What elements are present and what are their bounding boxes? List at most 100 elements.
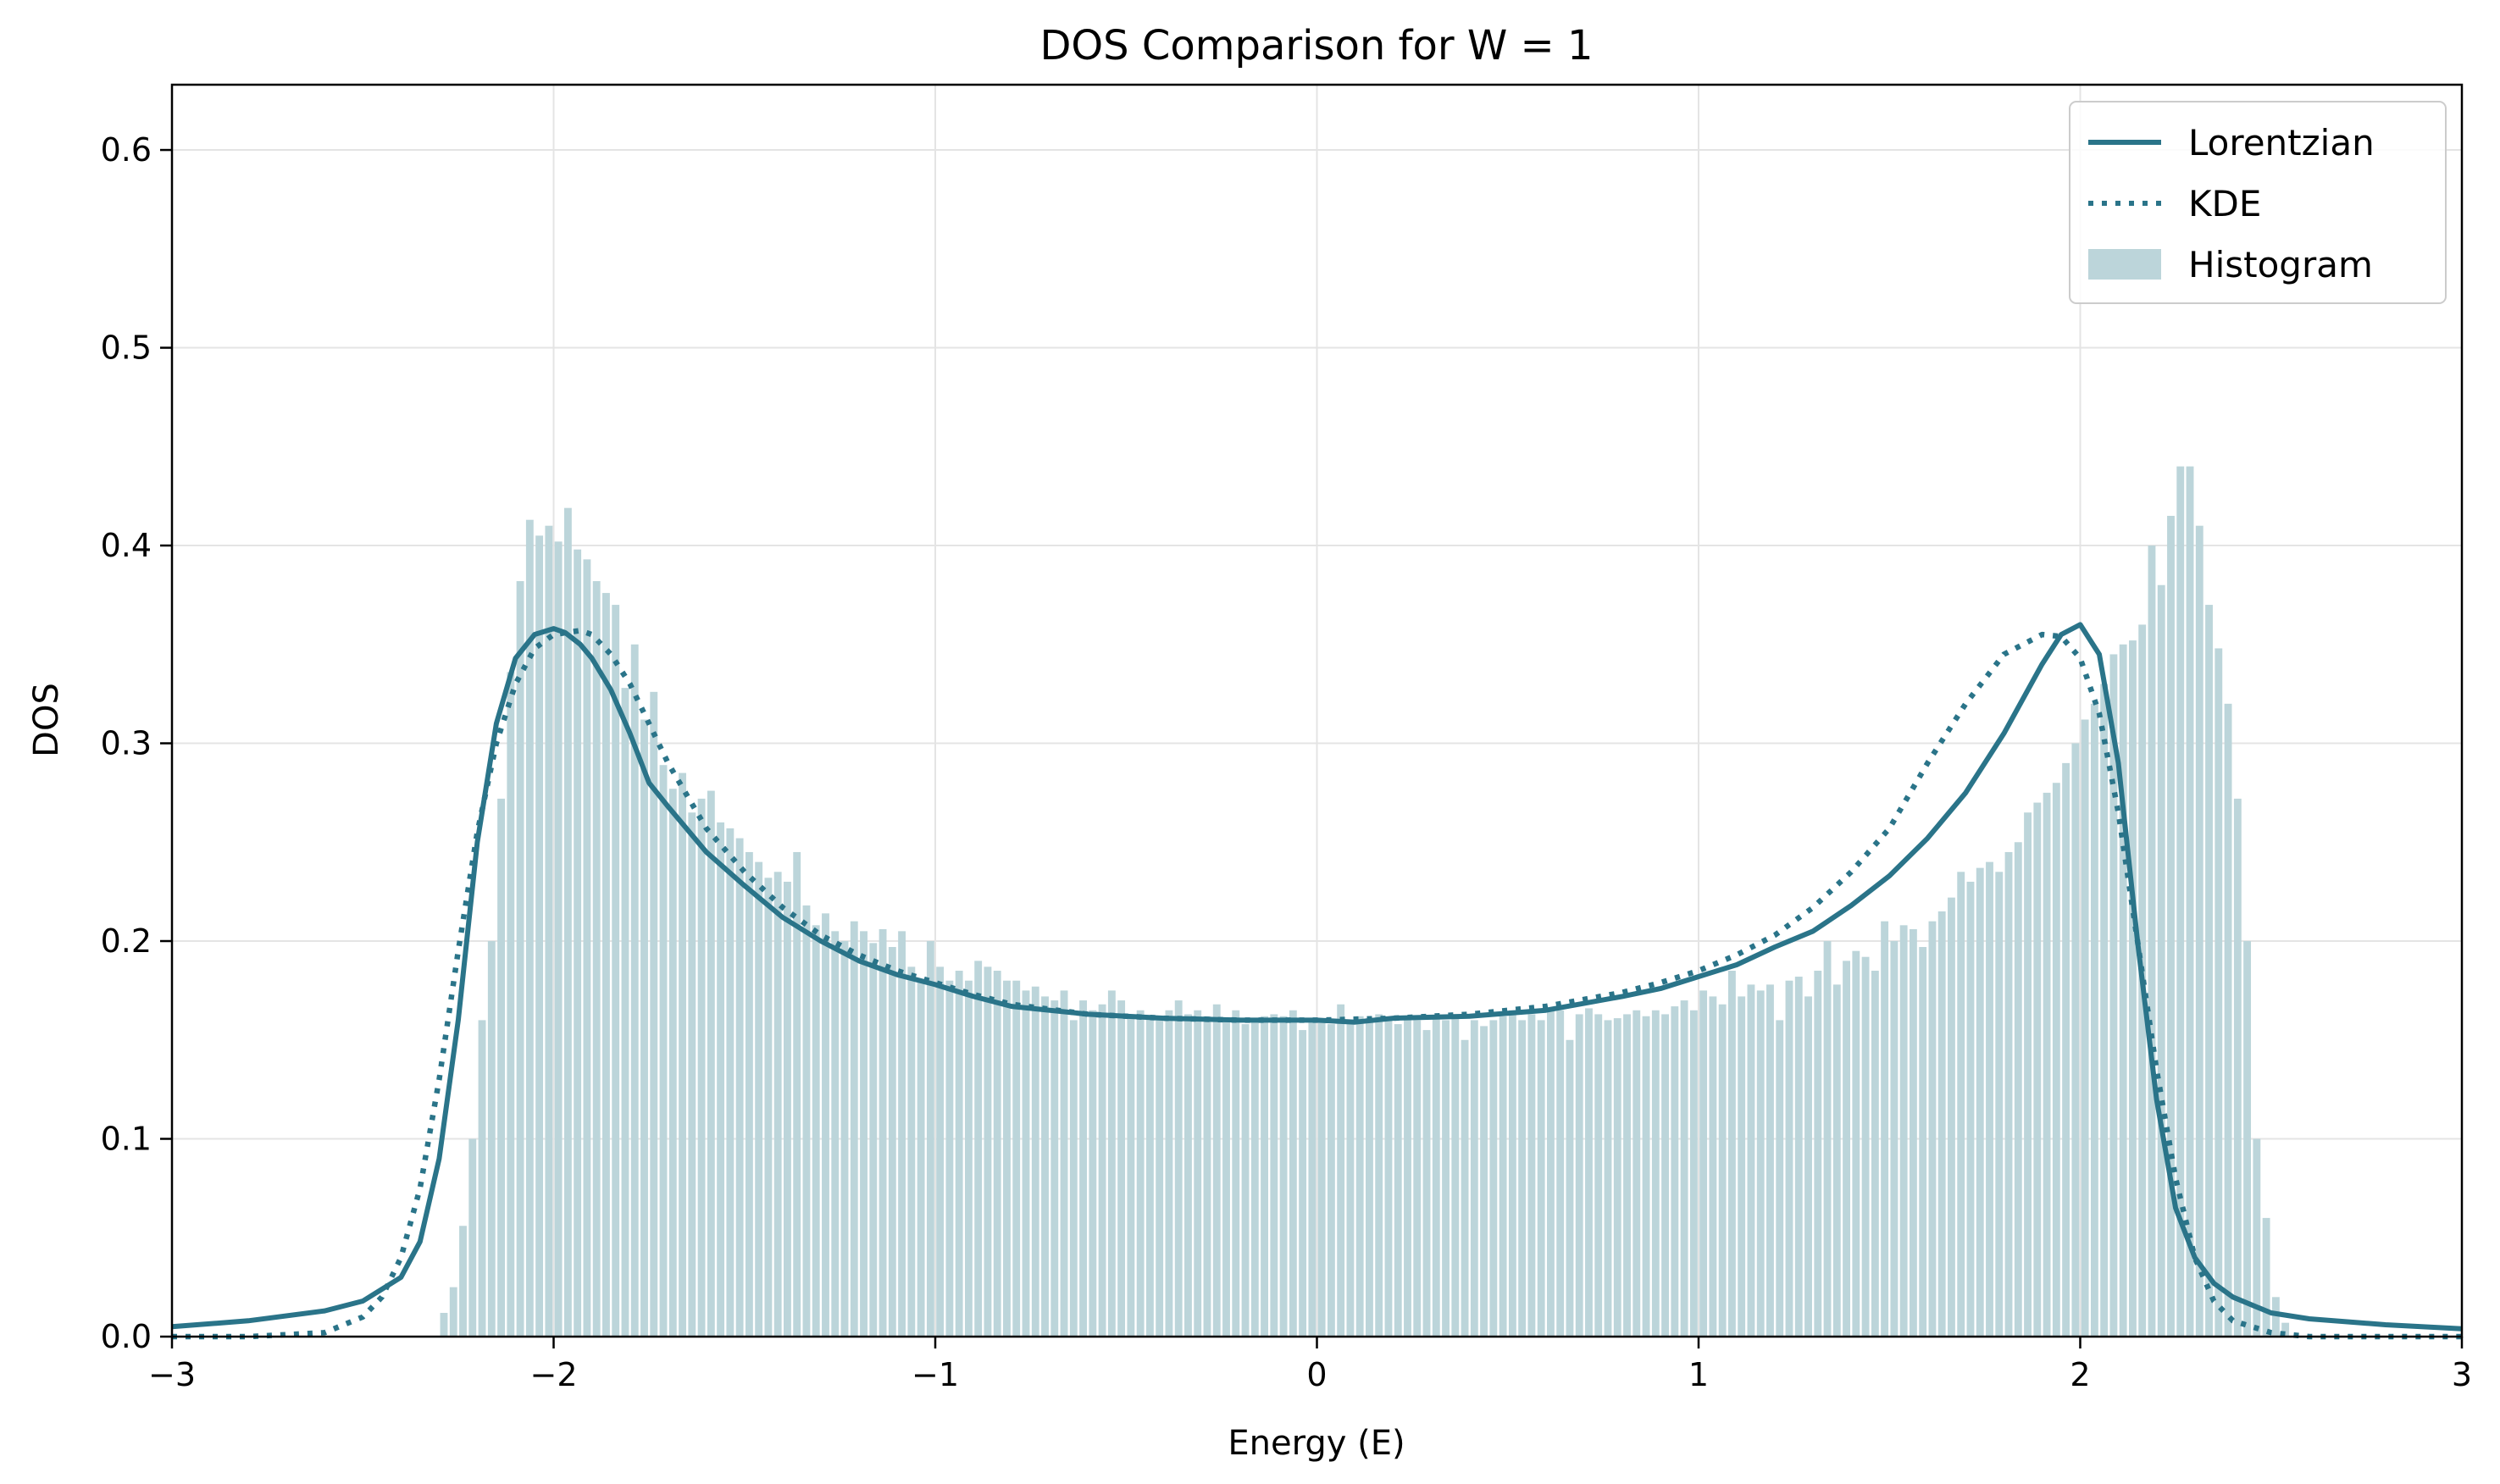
histogram-bar-130 <box>1680 1000 1688 1337</box>
histogram-bar-67 <box>1079 1000 1087 1337</box>
histogram-bar-46 <box>879 929 887 1337</box>
histogram-bar-25 <box>679 772 686 1337</box>
histogram-bar-51 <box>926 941 934 1337</box>
histogram-bar-184 <box>2195 525 2203 1337</box>
histogram-bar-126 <box>1642 1016 1650 1337</box>
y-tick-label-3: 0.3 <box>101 725 152 762</box>
histogram-bar-181 <box>2167 516 2175 1337</box>
histogram-bar-19 <box>621 688 629 1337</box>
histogram-bar-114 <box>1527 1014 1536 1337</box>
y-tick-label-1: 0.1 <box>101 1121 152 1158</box>
histogram-bar-192 <box>2271 1297 2280 1337</box>
histogram-bar-64 <box>1050 1000 1059 1337</box>
histogram-bar-154 <box>1909 929 1917 1337</box>
histogram-bar-5 <box>487 941 496 1337</box>
histogram-bar-188 <box>2233 798 2242 1337</box>
legend-label-lorentzian: Lorentzian <box>2188 122 2375 163</box>
y-tick-label-5: 0.5 <box>101 329 152 367</box>
histogram-bar-88 <box>1279 1016 1288 1337</box>
histogram-bar-73 <box>1136 1010 1145 1337</box>
x-tick-label-0: −3 <box>148 1356 196 1393</box>
histogram-bar-6 <box>497 798 505 1337</box>
histogram-bar-16 <box>592 581 601 1337</box>
histogram-bar-116 <box>1547 1010 1555 1337</box>
histogram-bar-186 <box>2215 648 2223 1337</box>
histogram-bar-47 <box>888 947 896 1337</box>
histogram-bar-53 <box>945 980 954 1337</box>
histogram-bar-80 <box>1203 1016 1211 1337</box>
histogram-bar-85 <box>1250 1020 1259 1337</box>
histogram-bar-83 <box>1232 1010 1240 1337</box>
histogram-bar-112 <box>1508 1010 1516 1337</box>
histogram-bar-142 <box>1794 977 1803 1337</box>
y-axis-label: DOS <box>27 683 66 757</box>
histogram-bar-179 <box>2148 545 2156 1337</box>
histogram-bar-79 <box>1194 1010 1202 1337</box>
histogram-bar-127 <box>1651 1010 1660 1337</box>
histogram-bar-135 <box>1727 971 1736 1337</box>
histogram-bar-103 <box>1422 1030 1431 1337</box>
histogram-bar-191 <box>2262 1217 2270 1337</box>
histogram-bar-160 <box>1966 881 1975 1337</box>
histogram-bar-105 <box>1442 1020 1450 1337</box>
histogram-bar-156 <box>1928 921 1937 1337</box>
histogram-bar-121 <box>1594 1014 1603 1337</box>
histogram-bar-66 <box>1069 1020 1078 1337</box>
histogram-bar-140 <box>1776 1020 1784 1337</box>
histogram-bar-124 <box>1623 1014 1631 1337</box>
histogram-bar-95 <box>1346 1020 1355 1337</box>
histogram-bar-148 <box>1852 950 1860 1337</box>
histogram-bar-12 <box>554 541 563 1337</box>
histogram-bar-56 <box>974 961 983 1337</box>
histogram-bar-141 <box>1785 980 1793 1337</box>
histogram-bar-32 <box>745 851 753 1337</box>
y-tick-label-2: 0.2 <box>101 922 152 960</box>
histogram-bar-150 <box>1871 971 1879 1337</box>
histogram-bar-117 <box>1556 1010 1565 1337</box>
histogram-bar-125 <box>1632 1010 1641 1337</box>
histogram-bar-22 <box>650 691 658 1337</box>
histogram-bar-62 <box>1031 986 1039 1337</box>
histogram-bar-122 <box>1604 1020 1612 1337</box>
histogram-bar-48 <box>898 931 906 1337</box>
histogram-bar-87 <box>1270 1014 1278 1337</box>
histogram-bar-170 <box>2062 762 2070 1337</box>
x-tick-label-3: 0 <box>1306 1356 1327 1393</box>
histogram-bar-92 <box>1317 1020 1326 1337</box>
histogram-bar-60 <box>1012 980 1021 1337</box>
histogram-bar-128 <box>1661 1014 1670 1337</box>
y-tick-label-4: 0.4 <box>101 527 152 564</box>
histogram-bar-166 <box>2024 812 2032 1337</box>
x-tick-label-6: 3 <box>2452 1356 2472 1393</box>
histogram-bar-155 <box>1919 947 1927 1337</box>
histogram-bar-14 <box>574 549 582 1337</box>
histogram-bar-102 <box>1413 1020 1422 1337</box>
histogram-bar-167 <box>2033 802 2042 1337</box>
histogram-bar-136 <box>1738 996 1746 1337</box>
histogram-bar-129 <box>1671 1006 1679 1337</box>
histogram-bar-169 <box>2052 783 2060 1337</box>
histogram-bar-40 <box>822 913 829 1337</box>
histogram-bar-165 <box>2014 842 2022 1337</box>
histogram-bar-190 <box>2253 1138 2261 1337</box>
legend-box <box>2069 101 2447 304</box>
x-axis-ticks: −3 −2 −1 0 1 2 3 <box>148 1337 2472 1393</box>
histogram-bar-17 <box>602 593 610 1337</box>
histogram-bar-52 <box>936 966 945 1337</box>
histogram-bar-71 <box>1117 1000 1126 1337</box>
histogram-bar-158 <box>1948 897 1955 1337</box>
legend-label-histogram: Histogram <box>2188 244 2373 285</box>
histogram-bar-164 <box>2004 851 2013 1337</box>
series-line-kde <box>172 628 2462 1340</box>
x-tick-label-4: 1 <box>1688 1356 1709 1393</box>
series-line-lorentzian <box>171 622 2463 1332</box>
histogram-bar-77 <box>1174 1000 1183 1337</box>
histogram-bar-27 <box>697 798 706 1337</box>
histogram-bar-187 <box>2224 703 2232 1337</box>
histogram-bar-157 <box>1937 911 1946 1337</box>
histogram-bar-70 <box>1107 990 1116 1337</box>
histogram-bar-133 <box>1709 996 1717 1337</box>
histogram-bar-145 <box>1823 941 1832 1337</box>
histogram-bar-38 <box>802 905 811 1337</box>
histogram-bar-193 <box>2281 1322 2290 1337</box>
